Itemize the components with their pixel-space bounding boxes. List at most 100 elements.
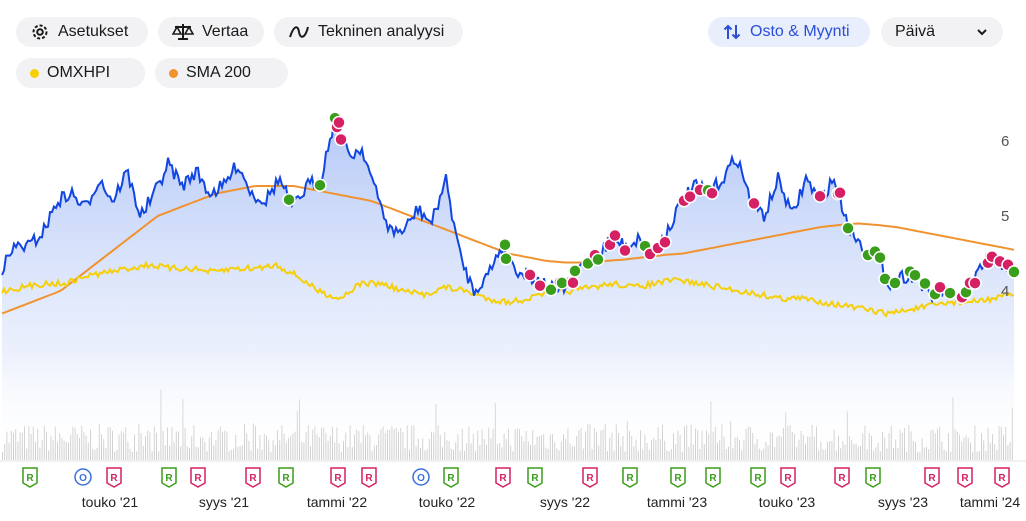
svg-text:R: R (626, 473, 634, 484)
volume-bar (114, 451, 116, 460)
volume-bar (48, 450, 50, 460)
arrows-up-down-icon (723, 24, 741, 40)
svg-text:R: R (334, 473, 342, 484)
volume-bar (158, 451, 160, 460)
legend-label-omxhpi: OMXHPI (47, 64, 111, 81)
report-marker[interactable]: R (161, 467, 177, 488)
buy-signal (888, 276, 902, 290)
report-marker[interactable]: R (443, 467, 459, 488)
svg-text:R: R (249, 473, 257, 484)
legend-chip-omxhpi[interactable]: OMXHPI (16, 58, 145, 88)
report-marker[interactable]: R (190, 467, 206, 488)
report-marker[interactable]: R (750, 467, 766, 488)
report-marker[interactable]: R (865, 467, 881, 488)
volume-bar (978, 450, 980, 460)
sell-signal (566, 276, 580, 290)
buy-signal (918, 276, 932, 291)
svg-text:O: O (79, 473, 87, 484)
volume-bar (985, 451, 987, 460)
report-marker[interactable]: R (834, 467, 850, 488)
buy-signal (544, 283, 558, 297)
svg-text:R: R (928, 473, 936, 484)
buy-signal (498, 237, 512, 252)
sell-signal (968, 276, 982, 290)
volume-bar (607, 451, 608, 460)
y-tick-label: 4 (1001, 283, 1009, 300)
sell-signal (608, 228, 622, 243)
volume-bar (976, 451, 978, 460)
report-marker[interactable]: R (670, 467, 686, 488)
volume-bar (371, 450, 373, 460)
period-select[interactable]: Päivä (881, 17, 1003, 47)
volume-bar (2, 452, 3, 460)
volume-bar (512, 451, 514, 460)
report-marker[interactable]: R (527, 467, 543, 488)
report-marker[interactable]: R (994, 467, 1010, 488)
volume-bar (835, 450, 837, 460)
volume-bar (818, 450, 820, 460)
compare-button[interactable]: Vertaa (158, 17, 264, 47)
volume-bar (972, 451, 974, 460)
report-marker[interactable]: R (622, 467, 638, 488)
volume-bar (558, 450, 560, 460)
svg-text:R: R (754, 473, 762, 484)
buy-signal (568, 264, 582, 278)
report-marker[interactable]: R (361, 467, 377, 488)
report-marker[interactable]: R (924, 467, 940, 488)
report-marker[interactable]: R (330, 467, 346, 488)
volume-bar (250, 450, 252, 460)
report-marker[interactable]: R (22, 467, 38, 488)
report-marker[interactable]: R (957, 467, 973, 488)
volume-bar (270, 451, 272, 460)
dividend-marker[interactable]: O (74, 468, 92, 486)
volume-bar (637, 450, 639, 460)
buy-sell-label: Osto & Myynti (750, 23, 850, 40)
volume-bar (228, 451, 230, 460)
sell-signal (334, 132, 348, 147)
report-marker[interactable]: R (495, 467, 511, 488)
report-marker[interactable]: R (278, 467, 294, 488)
dividend-marker[interactable]: O (412, 468, 430, 486)
buy-signal (908, 268, 922, 282)
svg-text:R: R (282, 473, 290, 484)
buy-signal (313, 178, 327, 192)
sell-signal (933, 280, 947, 294)
report-marker[interactable]: R (780, 467, 796, 488)
svg-text:R: R (784, 473, 792, 484)
volume-bar (761, 450, 762, 460)
svg-text:R: R (165, 473, 173, 484)
volume-bar (668, 451, 670, 460)
buy-signal (841, 221, 855, 235)
sell-signal (618, 243, 632, 258)
volume-bar (206, 451, 208, 460)
svg-text:O: O (417, 473, 425, 484)
volume-bar (879, 451, 881, 460)
volume-bar (424, 450, 426, 460)
report-marker[interactable]: R (705, 467, 721, 488)
buy-signal (555, 276, 569, 290)
svg-text:R: R (838, 473, 846, 484)
volume-bar (945, 451, 947, 460)
buy-signal (591, 252, 605, 267)
report-marker[interactable]: R (106, 467, 122, 488)
sell-signal (658, 235, 672, 249)
settings-button[interactable]: Asetukset (16, 17, 148, 47)
volume-bar (464, 450, 465, 460)
svg-text:R: R (26, 473, 34, 484)
legend-chip-sma200[interactable]: SMA 200 (155, 58, 288, 88)
volume-bar (131, 451, 133, 460)
svg-text:R: R (110, 473, 118, 484)
report-marker[interactable]: R (582, 467, 598, 488)
volume-bar (873, 450, 875, 460)
buy-sell-toggle[interactable]: Osto & Myynti (708, 17, 870, 47)
x-tick-label: touko '22 (419, 494, 476, 510)
x-axis: touko '21 syys '21 tammi '22 touko '22 syys … (82, 494, 1021, 510)
report-marker[interactable]: R (245, 467, 261, 488)
technical-analysis-button[interactable]: Tekninen analyysi (274, 17, 463, 47)
x-tick-label: tammi '23 (647, 494, 707, 510)
sell-signal (332, 115, 346, 130)
legend-label-sma200: SMA 200 (186, 64, 251, 81)
buy-signal (282, 192, 296, 207)
svg-text:R: R (499, 473, 507, 484)
